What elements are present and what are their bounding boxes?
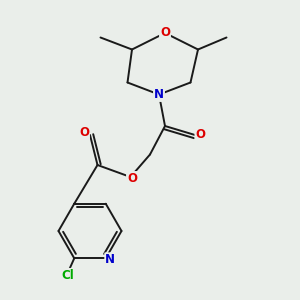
Text: O: O <box>79 125 89 139</box>
Text: N: N <box>154 88 164 101</box>
Text: Cl: Cl <box>62 269 75 282</box>
Text: O: O <box>160 26 170 40</box>
Text: O: O <box>195 128 206 142</box>
Text: O: O <box>127 172 137 185</box>
Text: N: N <box>105 253 115 266</box>
